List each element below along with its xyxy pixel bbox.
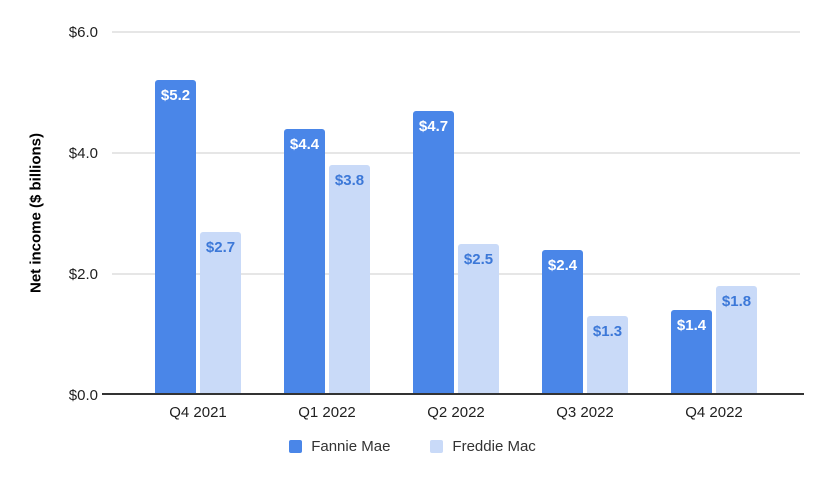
legend-label-fannie-mae: Fannie Mae — [311, 438, 391, 455]
bar-value-label-freddie-mac-q4-2021: $2.7 — [205, 238, 236, 256]
gridline-4-0 — [112, 152, 800, 154]
bar-fannie-mae-q1-2022: $4.4 — [284, 128, 325, 395]
x-tick-label-q3-2022: Q3 2022 — [556, 404, 614, 421]
bar-value-label-fannie-mae-q1-2022: $4.4 — [289, 135, 320, 153]
legend-label-freddie-mac: Freddie Mac — [452, 438, 536, 455]
bar-value-label-fannie-mae-q4-2022: $1.4 — [676, 317, 707, 335]
bar-group-q1-2022: $4.4 $3.8 Q1 2022 — [284, 32, 370, 421]
legend-swatch-freddie-mac — [430, 440, 444, 453]
bar-series-area: $5.2 $2.7 Q4 2021 $4.4 $3.8 Q1 2022 $4.7 $2.5 Q2… — [112, 32, 800, 421]
legend: Fannie Mae Freddie Mac — [0, 438, 825, 455]
y-tick-label-0-0: $0.0 — [68, 387, 98, 404]
y-tick-label-4-0: $4.0 — [68, 145, 98, 162]
bar-value-label-freddie-mac-q3-2022: $1.3 — [592, 323, 623, 341]
legend-item-fannie-mae: Fannie Mae — [289, 438, 390, 455]
x-tick-label-q4-2022: Q4 2022 — [685, 404, 743, 421]
bar-freddie-mac-q2-2022: $2.5 — [458, 243, 499, 395]
bar-value-label-fannie-mae-q2-2022: $4.7 — [418, 117, 449, 135]
bar-fannie-mae-q4-2022: $1.4 — [671, 310, 712, 395]
bar-group-q2-2022: $4.7 $2.5 Q2 2022 — [413, 32, 499, 421]
x-axis-line — [102, 393, 804, 395]
x-tick-label-q4-2021: Q4 2021 — [169, 404, 227, 421]
y-axis-tick-labels: $0.0 $2.0 $4.0 $6.0 — [0, 24, 104, 404]
y-tick-label-2-0: $2.0 — [68, 266, 98, 283]
bar-value-label-fannie-mae-q3-2022: $2.4 — [547, 256, 578, 274]
bar-group-q3-2022: $2.4 $1.3 Q3 2022 — [542, 32, 628, 421]
legend-item-freddie-mac: Freddie Mac — [430, 438, 536, 455]
bar-fannie-mae-q3-2022: $2.4 — [542, 249, 583, 395]
x-tick-label-q1-2022: Q1 2022 — [298, 404, 356, 421]
legend-swatch-fannie-mae — [289, 440, 303, 453]
bar-value-label-freddie-mac-q1-2022: $3.8 — [334, 172, 365, 190]
bar-group-q4-2022: $1.4 $1.8 Q4 2022 — [671, 32, 757, 421]
x-tick-label-q2-2022: Q2 2022 — [427, 404, 485, 421]
bar-freddie-mac-q4-2022: $1.8 — [716, 286, 757, 395]
bar-freddie-mac-q4-2021: $2.7 — [200, 231, 241, 395]
plot-area: $5.2 $2.7 Q4 2021 $4.4 $3.8 Q1 2022 $4.7 $2.5 Q2… — [112, 31, 800, 421]
bar-freddie-mac-q1-2022: $3.8 — [329, 165, 370, 395]
bar-value-label-fannie-mae-q4-2021: $5.2 — [160, 87, 191, 105]
bar-fannie-mae-q4-2021: $5.2 — [155, 80, 196, 395]
bar-value-label-freddie-mac-q4-2022: $1.8 — [721, 293, 752, 311]
gridline-2-0 — [112, 273, 800, 275]
bar-freddie-mac-q3-2022: $1.3 — [587, 316, 628, 395]
gridline-6-0 — [112, 31, 800, 33]
bar-group-q4-2021: $5.2 $2.7 Q4 2021 — [155, 32, 241, 421]
bar-fannie-mae-q2-2022: $4.7 — [413, 110, 454, 395]
bar-value-label-freddie-mac-q2-2022: $2.5 — [463, 250, 494, 268]
y-tick-label-6-0: $6.0 — [68, 24, 98, 41]
